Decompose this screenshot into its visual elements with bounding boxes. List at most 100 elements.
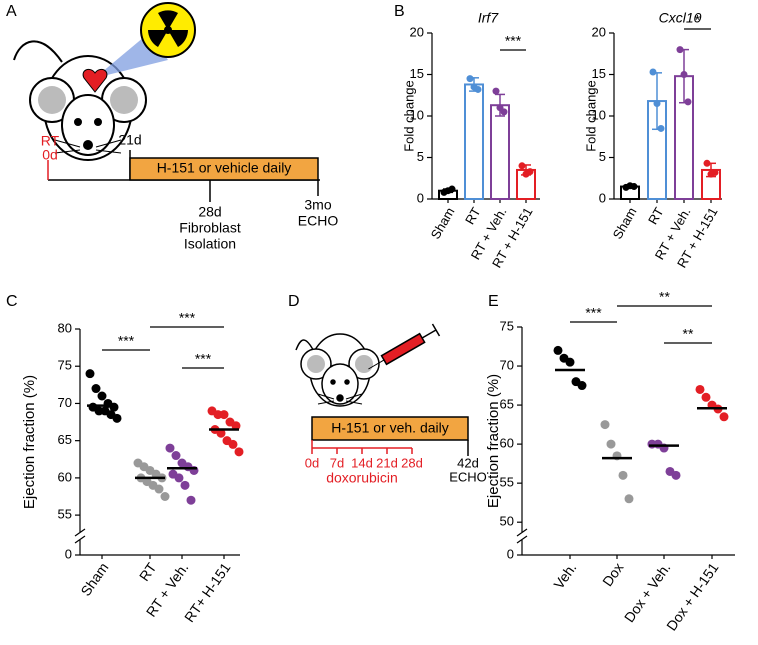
y-tick-label: 5 xyxy=(417,149,424,164)
timeline-label: 0d xyxy=(305,455,319,470)
significance-label: *** xyxy=(179,310,196,326)
significance-label: *** xyxy=(195,351,212,367)
y-tick-label: 20 xyxy=(410,24,424,39)
y-tick-label: 5 xyxy=(599,149,606,164)
x-tick-label: Veh. xyxy=(550,560,579,592)
data-point xyxy=(97,391,107,401)
data-point xyxy=(216,428,226,438)
chart-title: Cxcl10 xyxy=(659,10,702,26)
axis-break xyxy=(74,535,86,544)
data-point xyxy=(474,85,482,93)
timeline-label: 28d xyxy=(198,204,221,220)
y-tick-label: 65 xyxy=(500,397,514,412)
axis-break xyxy=(74,528,86,537)
y-tick-label: 70 xyxy=(58,395,72,410)
timeline-label: 0d xyxy=(42,147,58,163)
data-point xyxy=(492,87,500,95)
y-tick-label: 75 xyxy=(58,358,72,373)
significance-label: *** xyxy=(585,305,602,321)
data-point xyxy=(606,439,616,449)
data-point xyxy=(680,71,688,78)
mouse-illustration xyxy=(295,323,441,407)
data-point xyxy=(466,75,474,83)
x-tick-label: RT xyxy=(462,205,484,227)
panel-label: D xyxy=(288,293,300,310)
data-point xyxy=(618,470,628,480)
treatment-label: H-151 or vehicle daily xyxy=(157,160,292,176)
data-point xyxy=(653,100,661,108)
data-point xyxy=(112,413,122,423)
timeline-label: ECHO xyxy=(449,469,487,484)
data-point xyxy=(600,420,610,430)
drug-label: doxorubicin xyxy=(326,470,398,486)
y-axis-label: Ejection fraction (%) xyxy=(485,374,502,508)
data-point xyxy=(703,159,711,167)
y-tick-label: 10 xyxy=(410,107,424,122)
treatment-label: H-151 or veh. daily xyxy=(331,420,449,436)
y-tick-label: 0 xyxy=(65,546,72,561)
y-tick-label: 50 xyxy=(500,514,514,529)
y-tick-label: 15 xyxy=(592,66,606,81)
significance-label: *** xyxy=(118,333,135,349)
data-point xyxy=(234,447,244,457)
significance-label: *** xyxy=(505,33,522,49)
data-point xyxy=(526,168,534,176)
chart-title: Irf7 xyxy=(478,10,499,26)
data-point xyxy=(165,443,175,453)
data-point xyxy=(719,412,729,422)
x-tick-label: Sham xyxy=(77,560,111,599)
data-point xyxy=(701,392,711,402)
y-tick-label: 70 xyxy=(500,357,514,372)
y-tick-label: 10 xyxy=(592,107,606,122)
data-point xyxy=(85,369,95,379)
panel-label: C xyxy=(6,293,18,310)
y-tick-label: 65 xyxy=(58,432,72,447)
data-point xyxy=(160,492,170,501)
timeline-label: 28d xyxy=(401,455,423,470)
timeline-label: RT xyxy=(41,133,60,149)
timeline-label: 14d xyxy=(351,455,373,470)
data-point xyxy=(565,357,575,367)
axis-break xyxy=(516,528,528,537)
data-point xyxy=(219,410,229,420)
timeline-a: RT 0d 21d H-151 or vehicle daily 28d Fib… xyxy=(41,132,339,252)
y-tick-label: 15 xyxy=(410,66,424,81)
y-tick-label: 60 xyxy=(58,469,72,484)
significance-label: ** xyxy=(683,326,694,342)
data-point xyxy=(91,384,101,394)
panel-label: E xyxy=(488,293,499,310)
data-point xyxy=(649,68,657,76)
data-point xyxy=(228,439,238,449)
y-axis-label: Ejection fraction (%) xyxy=(21,375,38,509)
x-tick-label: Dox + Veh. xyxy=(621,560,674,626)
timeline-label: 21d xyxy=(118,132,141,148)
x-tick-label: RT xyxy=(645,205,667,227)
y-axis-label: Fold change xyxy=(583,80,598,152)
mouse-illustration xyxy=(13,2,196,161)
data-point xyxy=(186,495,196,505)
data-point xyxy=(684,98,692,106)
data-point xyxy=(630,183,638,191)
timeline-label: 42d xyxy=(457,455,479,470)
y-tick-label: 55 xyxy=(500,475,514,490)
data-point xyxy=(500,108,508,116)
y-tick-label: 0 xyxy=(417,190,424,205)
y-tick-label: 55 xyxy=(58,507,72,522)
panel-label: B xyxy=(394,3,405,20)
x-tick-label: RT xyxy=(136,559,160,584)
timeline-label: 7d xyxy=(330,455,344,470)
timeline-d: H-151 or veh. daily 0d 7d 14d 21d 28d do… xyxy=(305,416,487,486)
y-tick-label: 80 xyxy=(58,320,72,335)
x-tick-label: Sham xyxy=(428,205,458,242)
x-tick-label: Dox xyxy=(599,560,626,590)
data-point xyxy=(671,470,681,480)
y-tick-label: 0 xyxy=(507,546,514,561)
data-point xyxy=(695,384,705,394)
y-tick-label: 75 xyxy=(500,318,514,333)
significance-label: * xyxy=(695,12,701,28)
significance-label: ** xyxy=(659,289,670,305)
timeline-label: Isolation xyxy=(184,236,236,252)
timeline-label: Fibroblast xyxy=(179,220,241,236)
